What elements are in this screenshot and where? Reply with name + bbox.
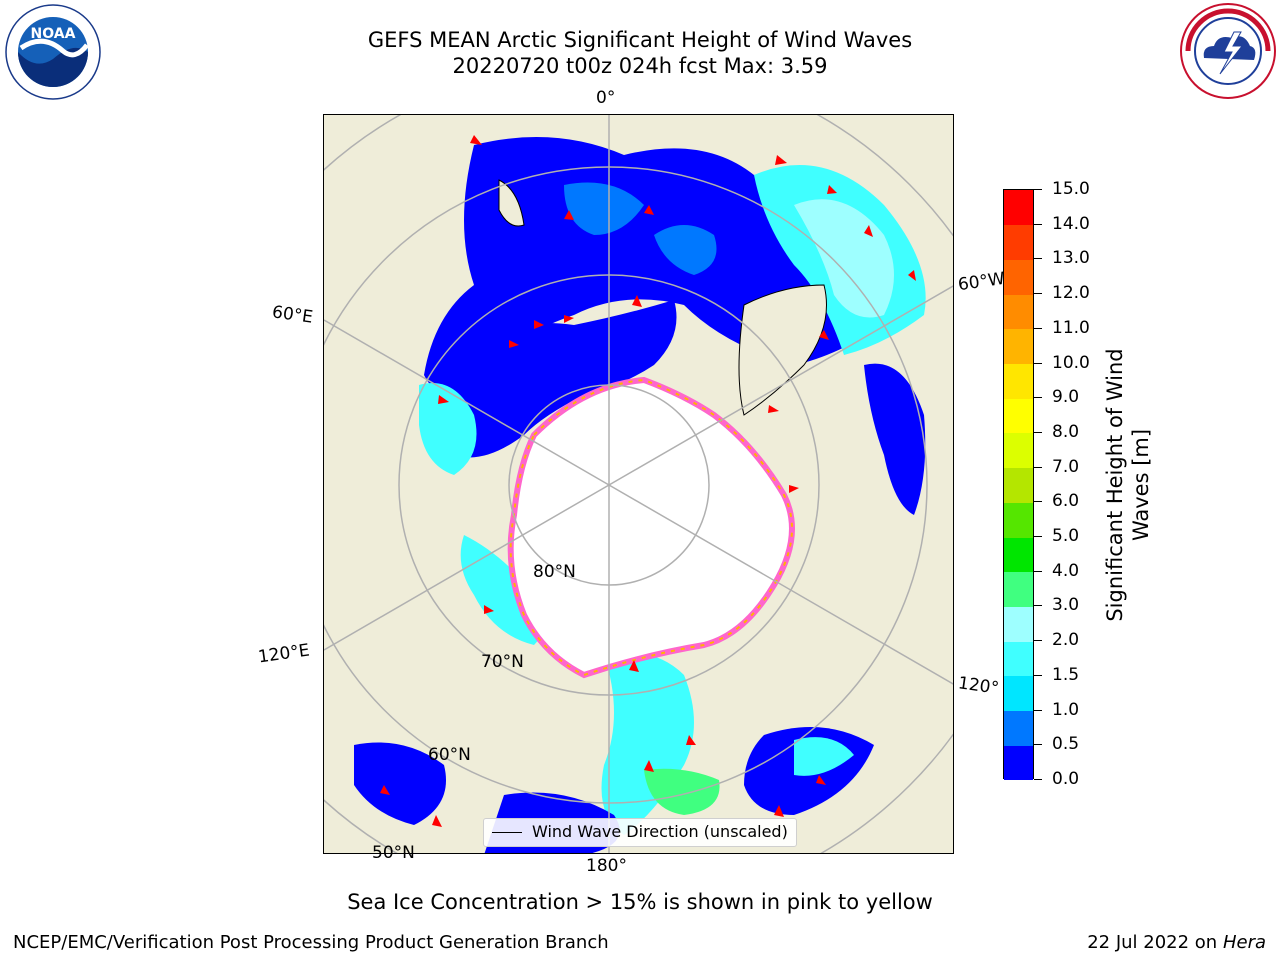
colorbar-tick-label: 3.0 [1052,595,1080,616]
lon-label-120e: 120°E [256,640,311,668]
colorbar-swatch [1004,502,1033,538]
legend-line-sample [492,832,522,833]
colorbar-swatch [1004,328,1033,365]
colorbar-swatch [1004,467,1033,503]
lon-grid [324,115,953,853]
colorbar-swatch [1004,537,1033,573]
footer-date: 22 Jul 2022 on [1087,932,1223,953]
colorbar-tick-mark [1034,744,1042,746]
colorbar-tick-mark [1034,258,1042,260]
noaa-logo-text: NOAA [31,26,76,42]
colorbar-tick-mark [1034,605,1042,607]
colorbar-title: Significant Height of Wind Waves [m] [1103,348,1153,622]
footer-right: 22 Jul 2022 on Hera [1087,932,1266,953]
lon-label-60e: 60°E [270,302,315,328]
polar-map [323,114,954,854]
lon-label-120w: 120° [956,673,1001,699]
colorbar-tick-mark [1034,223,1042,225]
colorbar [1003,189,1034,781]
colorbar-tick-label: 5.0 [1052,526,1080,547]
colorbar-swatch [1004,398,1033,434]
footer-system: Hera [1222,932,1266,953]
colorbar-tick-label: 9.0 [1052,387,1080,408]
chart-title: GEFS MEAN Arctic Significant Height of W… [367,28,913,52]
colorbar-tick-mark [1034,466,1042,468]
colorbar-tick-label: 15.0 [1052,179,1090,199]
colorbar-tick-mark [1034,536,1042,538]
colorbar-tick-label: 8.0 [1052,421,1080,442]
colorbar-tick-mark [1034,327,1042,329]
colorbar-tick-mark [1034,397,1042,399]
colorbar-swatch [1004,259,1033,295]
colorbar-tick-label: 7.0 [1052,456,1080,477]
lat-label-50: 50°N [372,843,415,863]
colorbar-tick-mark [1034,570,1042,572]
colorbar-tick-label: 4.0 [1052,560,1080,581]
colorbar-tick-label: 6.0 [1052,491,1080,512]
colorbar-swatch [1004,745,1033,781]
colorbar-swatch [1004,571,1033,607]
colorbar-tick-mark [1034,709,1042,711]
colorbar-tick-label: 1.5 [1052,664,1080,685]
colorbar-swatch [1004,432,1033,469]
lat-label-70: 70°N [481,652,524,672]
sea-ice-note: Sea Ice Concentration > 15% is shown in … [347,890,933,914]
lon-label-0: 0° [596,88,616,108]
colorbar-tick-mark [1034,293,1042,295]
lon-label-180: 180° [586,856,627,876]
colorbar-swatch [1004,224,1033,260]
colorbar-tick-mark [1034,189,1042,190]
colorbar-tick-label: 0.5 [1052,734,1080,755]
legend-label: Wind Wave Direction (unscaled) [532,822,788,841]
colorbar-swatch [1004,363,1033,399]
chart-subtitle: 20220720 t00z 024h fcst Max: 3.59 [452,54,828,78]
wind-arrows [380,135,916,827]
colorbar-tick-mark [1034,640,1042,642]
colorbar-swatch [1004,606,1033,642]
colorbar-tick-mark [1034,362,1042,364]
colorbar-tick-label: 11.0 [1052,317,1090,338]
footer-left: NCEP/EMC/Verification Post Processing Pr… [13,932,609,953]
colorbar-swatch [1004,641,1033,677]
lon-label-60w: 60°W [956,268,1007,296]
map-legend: Wind Wave Direction (unscaled) [483,818,797,847]
colorbar-tick-label: 2.0 [1052,630,1080,651]
colorbar-swatch [1004,710,1033,746]
colorbar-tick-mark [1034,674,1042,676]
colorbar-tick-label: 14.0 [1052,213,1090,234]
nws-logo [1180,3,1276,99]
polar-map-canvas [324,115,953,853]
colorbar-tick-label: 1.0 [1052,699,1080,720]
lat-label-60: 60°N [428,745,471,765]
noaa-logo: NOAA [5,4,101,100]
colorbar-swatch [1004,190,1033,226]
colorbar-swatch [1004,675,1033,712]
lat-label-80: 80°N [533,562,576,582]
colorbar-tick-label: 0.0 [1052,769,1080,789]
colorbar-tick-mark [1034,501,1042,503]
colorbar-tick-mark [1034,431,1042,433]
colorbar-swatch [1004,294,1033,330]
colorbar-tick-label: 12.0 [1052,283,1090,304]
colorbar-tick-label: 10.0 [1052,352,1090,373]
colorbar-tick-mark [1034,779,1042,780]
colorbar-tick-label: 13.0 [1052,248,1090,269]
